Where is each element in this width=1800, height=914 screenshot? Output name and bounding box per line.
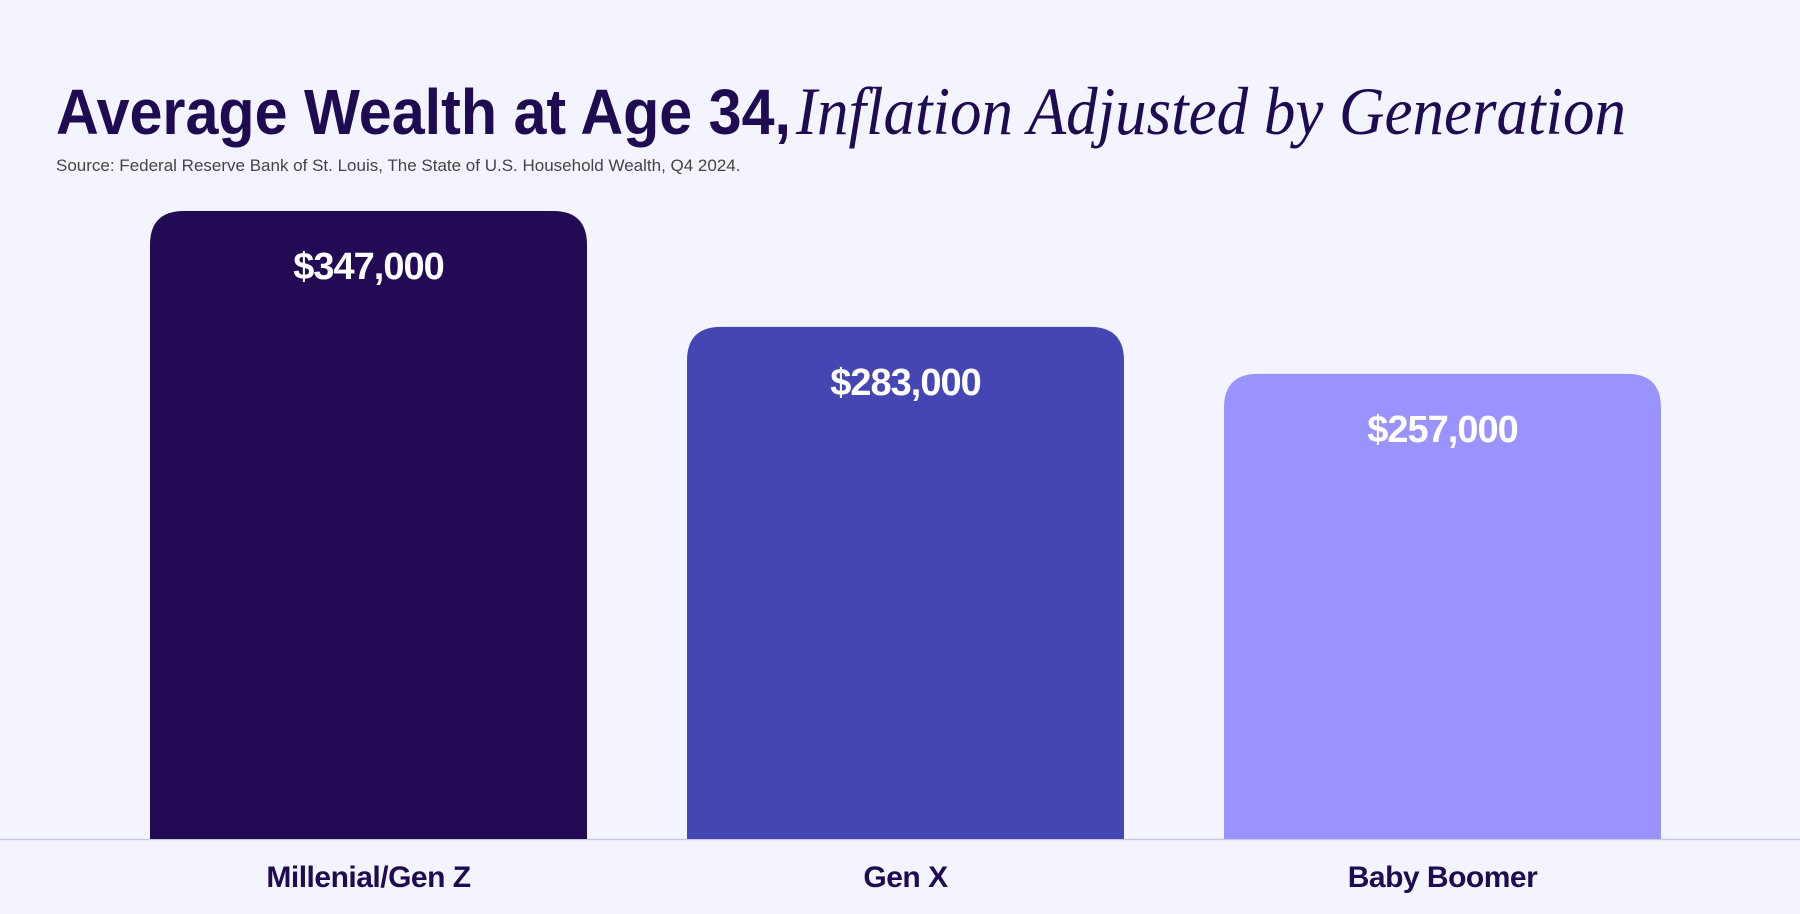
bar	[150, 211, 587, 839]
chart-title-italic: Inflation Adjusted by Generation	[795, 73, 1626, 149]
x-tick-label: Gen X	[863, 861, 948, 894]
value-label: $347,000	[293, 246, 444, 288]
source-note: Source: Federal Reserve Bank of St. Loui…	[56, 156, 740, 175]
chart-title: Average Wealth at Age 34,	[56, 76, 791, 148]
bar	[687, 326, 1124, 839]
value-label: $283,000	[830, 362, 981, 404]
x-tick-label: Millenial/Gen Z	[266, 861, 470, 894]
x-tick-label: Baby Boomer	[1348, 861, 1538, 894]
value-label: $257,000	[1367, 409, 1518, 451]
bar	[1224, 373, 1661, 839]
